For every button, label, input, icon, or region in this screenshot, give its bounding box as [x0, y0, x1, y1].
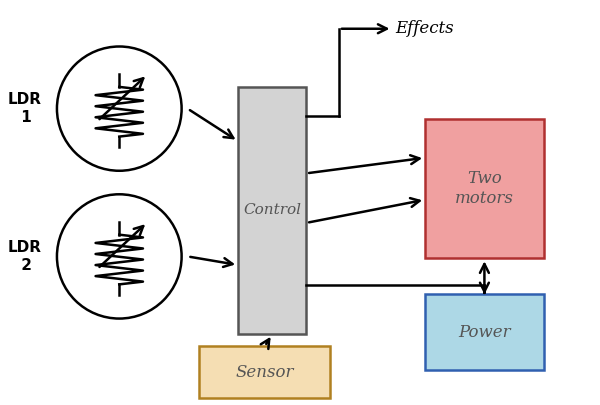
Text: LDR
 1: LDR 1	[7, 92, 41, 125]
FancyBboxPatch shape	[199, 346, 330, 398]
Text: Effects: Effects	[395, 20, 454, 37]
Text: Sensor: Sensor	[235, 364, 294, 381]
Text: LDR
 2: LDR 2	[7, 240, 41, 273]
Ellipse shape	[57, 194, 182, 319]
Ellipse shape	[57, 47, 182, 171]
Text: Power: Power	[458, 324, 511, 341]
FancyBboxPatch shape	[425, 119, 544, 258]
FancyBboxPatch shape	[425, 294, 544, 370]
Text: Two
motors: Two motors	[455, 170, 514, 207]
FancyBboxPatch shape	[238, 87, 306, 334]
Text: Control: Control	[243, 203, 301, 217]
